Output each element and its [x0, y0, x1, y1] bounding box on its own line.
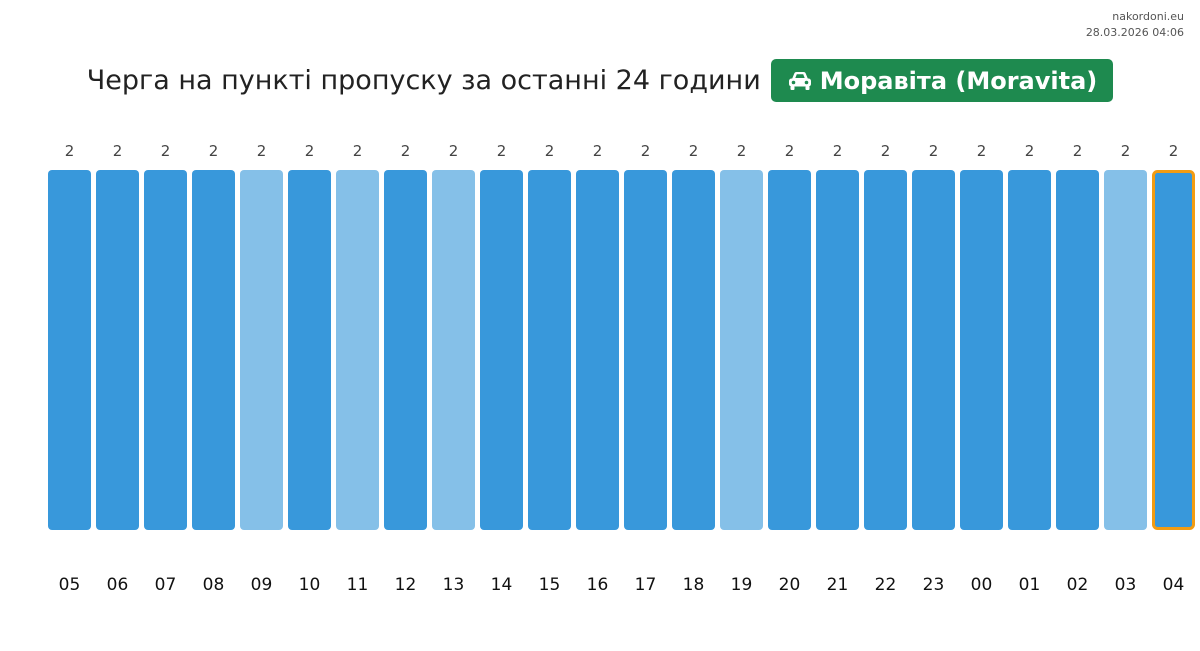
hour-label-09: 09 — [251, 575, 273, 595]
hour-label-04: 04 — [1163, 575, 1185, 595]
hour-label-11: 11 — [347, 575, 369, 595]
hour-label-02: 02 — [1067, 575, 1089, 595]
hour-label-14: 14 — [491, 575, 513, 595]
bar-01[interactable] — [1008, 170, 1051, 530]
value-label-19: 2 — [737, 142, 747, 160]
value-label-14: 2 — [497, 142, 507, 160]
hour-label-01: 01 — [1019, 575, 1041, 595]
bar-05[interactable] — [48, 170, 91, 530]
value-label-10: 2 — [305, 142, 315, 160]
value-label-12: 2 — [401, 142, 411, 160]
bar-20[interactable] — [768, 170, 811, 530]
hour-label-05: 05 — [59, 575, 81, 595]
bar-21[interactable] — [816, 170, 859, 530]
bar-19[interactable] — [720, 170, 763, 530]
value-label-13: 2 — [449, 142, 459, 160]
hour-label-23: 23 — [923, 575, 945, 595]
bar-04[interactable] — [1152, 170, 1195, 530]
hour-label-17: 17 — [635, 575, 657, 595]
chart-header: Черга на пункті пропуску за останні 24 г… — [0, 59, 1200, 102]
bar-02[interactable] — [1056, 170, 1099, 530]
bar-12[interactable] — [384, 170, 427, 530]
hour-label-19: 19 — [731, 575, 753, 595]
value-label-08: 2 — [209, 142, 219, 160]
bar-16[interactable] — [576, 170, 619, 530]
hour-label-08: 08 — [203, 575, 225, 595]
bar-22[interactable] — [864, 170, 907, 530]
bar-17[interactable] — [624, 170, 667, 530]
value-label-20: 2 — [785, 142, 795, 160]
value-label-17: 2 — [641, 142, 651, 160]
site-name: nakordoni.eu — [1112, 10, 1184, 23]
value-label-16: 2 — [593, 142, 603, 160]
hour-label-21: 21 — [827, 575, 849, 595]
value-label-11: 2 — [353, 142, 363, 160]
bar-18[interactable] — [672, 170, 715, 530]
value-label-15: 2 — [545, 142, 555, 160]
hour-label-18: 18 — [683, 575, 705, 595]
site-info: nakordoni.eu 28.03.2026 04:06 — [1086, 9, 1184, 41]
value-label-01: 2 — [1025, 142, 1035, 160]
bar-00[interactable] — [960, 170, 1003, 530]
value-label-18: 2 — [689, 142, 699, 160]
hour-label-00: 00 — [971, 575, 993, 595]
bar-11[interactable] — [336, 170, 379, 530]
bar-09[interactable] — [240, 170, 283, 530]
bar-08[interactable] — [192, 170, 235, 530]
hour-label-22: 22 — [875, 575, 897, 595]
value-label-09: 2 — [257, 142, 267, 160]
bar-06[interactable] — [96, 170, 139, 530]
value-label-05: 2 — [65, 142, 75, 160]
hour-label-07: 07 — [155, 575, 177, 595]
hour-label-06: 06 — [107, 575, 129, 595]
bar-10[interactable] — [288, 170, 331, 530]
bar-13[interactable] — [432, 170, 475, 530]
value-label-06: 2 — [113, 142, 123, 160]
bar-03[interactable] — [1104, 170, 1147, 530]
chart-title: Черга на пункті пропуску за останні 24 г… — [86, 65, 761, 96]
checkpoint-name: Моравіта (Moravita) — [819, 66, 1098, 95]
car-icon — [787, 70, 813, 92]
timestamp: 28.03.2026 04:06 — [1085, 26, 1184, 39]
hour-label-20: 20 — [779, 575, 801, 595]
value-label-07: 2 — [161, 142, 171, 160]
value-label-00: 2 — [977, 142, 987, 160]
bar-14[interactable] — [480, 170, 523, 530]
value-label-04: 2 — [1169, 142, 1179, 160]
value-label-22: 2 — [881, 142, 891, 160]
hour-label-13: 13 — [443, 575, 465, 595]
value-label-03: 2 — [1121, 142, 1131, 160]
hour-label-16: 16 — [587, 575, 609, 595]
bar-07[interactable] — [144, 170, 187, 530]
hour-label-12: 12 — [395, 575, 417, 595]
checkpoint-badge: Моравіта (Moravita) — [770, 59, 1114, 102]
bar-23[interactable] — [912, 170, 955, 530]
value-label-21: 2 — [833, 142, 843, 160]
value-label-02: 2 — [1073, 142, 1083, 160]
value-label-23: 2 — [929, 142, 939, 160]
hour-label-15: 15 — [539, 575, 561, 595]
hour-label-10: 10 — [299, 575, 321, 595]
bar-15[interactable] — [528, 170, 571, 530]
hour-label-03: 03 — [1115, 575, 1137, 595]
